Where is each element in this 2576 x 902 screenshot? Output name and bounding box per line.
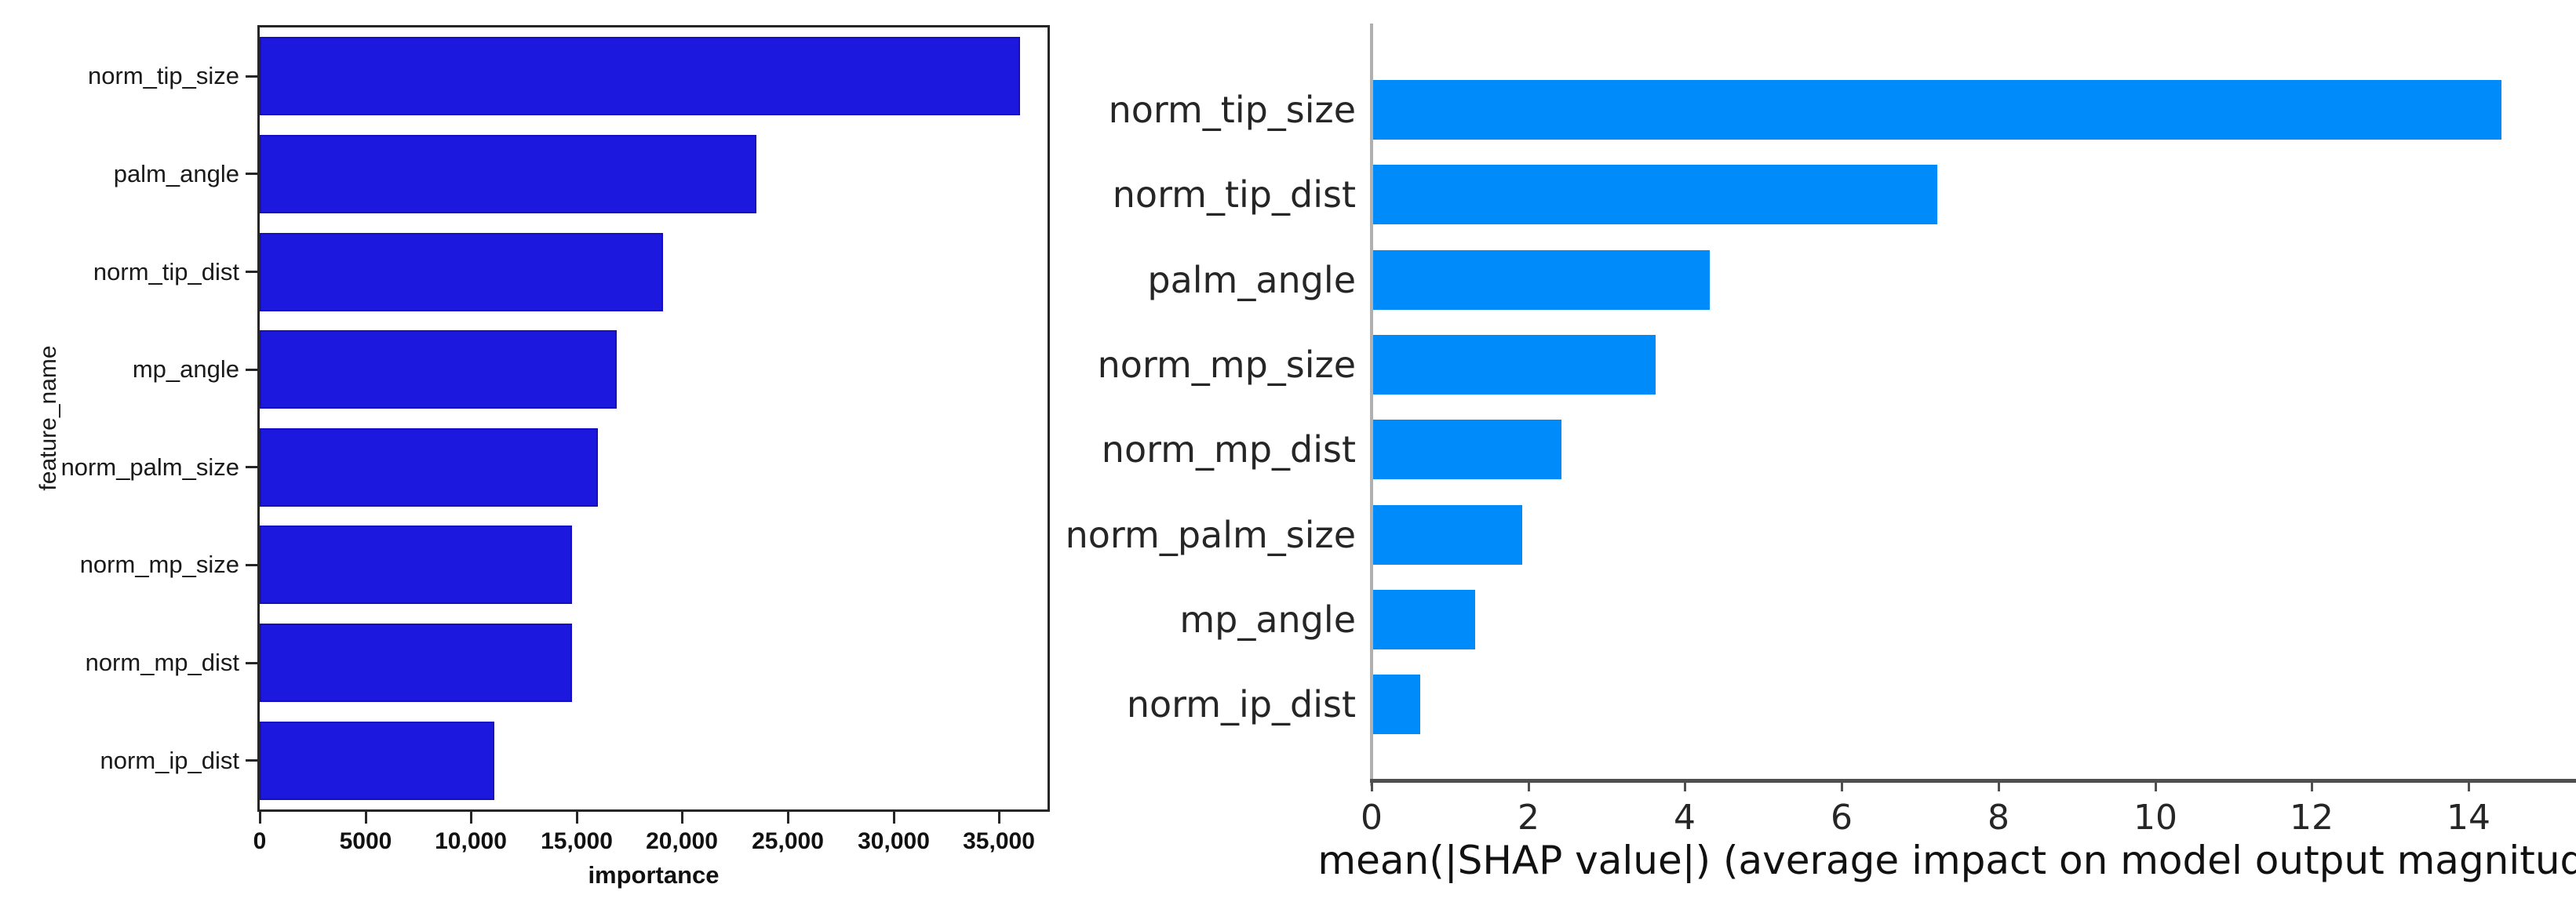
shap-x-tick-label: 8 <box>1988 798 2009 838</box>
importance-x-tick-label: 0 <box>253 828 267 854</box>
shap-y-tick-label: norm_tip_size <box>1108 89 1356 131</box>
shap-y-tick-label: norm_tip_dist <box>1112 173 1356 216</box>
shap-x-tick-label: 14 <box>2447 798 2490 838</box>
importance-x-tick-label: 5000 <box>339 828 392 854</box>
shap-y-tick-label: mp_angle <box>1179 598 1356 641</box>
shap-x-tick-mark <box>2154 779 2157 791</box>
shap-bar-norm_mp_size <box>1373 335 1656 395</box>
importance-x-tick-label: 20,000 <box>646 828 718 854</box>
shap-x-tick-mark <box>1683 779 1686 791</box>
importance-y-tick-label: norm_mp_dist <box>85 649 239 676</box>
importance-x-tick-label: 35,000 <box>963 828 1035 854</box>
shap-bar-norm_mp_dist <box>1373 420 1561 479</box>
shap-x-tick-mark <box>2310 779 2313 791</box>
importance-x-tick-label: 15,000 <box>541 828 613 854</box>
shap-bar-norm_palm_size <box>1373 505 1522 565</box>
shap-x-tick-mark <box>1527 779 1530 791</box>
shap-y-tick-label: norm_mp_size <box>1097 344 1356 386</box>
shap-y-tick-label: norm_mp_dist <box>1101 428 1356 471</box>
importance-x-tick-mark <box>575 812 578 824</box>
shap-x-tick-label: 12 <box>2290 798 2334 838</box>
shap-x-tick-label: 0 <box>1361 798 1383 838</box>
importance-x-tick-mark <box>786 812 789 824</box>
shap-x-tick-mark <box>1840 779 1843 791</box>
shap-bar-norm_tip_dist <box>1373 165 1937 224</box>
importance-y-tick-mark <box>246 466 257 468</box>
importance-x-tick-label: 25,000 <box>752 828 824 854</box>
importance-x-tick-label: 30,000 <box>858 828 930 854</box>
shap-x-axis-spine <box>1370 779 2576 783</box>
shap-y-tick-label: palm_angle <box>1147 259 1356 301</box>
shap-bar-norm_ip_dist <box>1373 675 1420 734</box>
importance-y-tick-mark <box>246 271 257 273</box>
importance-bar-norm_mp_dist <box>260 624 572 703</box>
importance-x-tick-mark <box>469 812 472 824</box>
shap-x-tick-mark <box>1370 779 1373 791</box>
importance-bar-norm_tip_dist <box>260 232 663 311</box>
importance-y-tick-label: norm_palm_size <box>60 453 239 481</box>
shap-y-tick-label: norm_ip_dist <box>1126 683 1356 726</box>
importance-bar-norm_palm_size <box>260 427 598 507</box>
importance-y-tick-label: norm_ip_dist <box>100 747 239 774</box>
shap-bar-norm_tip_size <box>1373 80 2501 140</box>
importance-y-tick-mark <box>246 564 257 566</box>
shap-y-tick-label: norm_palm_size <box>1065 514 1356 556</box>
importance-x-tick-mark <box>680 812 683 824</box>
shap-x-tick-label: 10 <box>2133 798 2177 838</box>
shap-bar-mp_angle <box>1373 590 1475 649</box>
shap-x-axis-title: mean(|SHAP value|) (average impact on mo… <box>1317 838 2576 883</box>
importance-y-tick-mark <box>246 369 257 371</box>
importance-x-tick-mark <box>364 812 367 824</box>
shap-x-tick-label: 2 <box>1518 798 1539 838</box>
importance-bar-norm_mp_size <box>260 526 572 605</box>
shap-x-tick-mark <box>1997 779 2000 791</box>
importance-y-tick-label: norm_mp_size <box>79 551 239 578</box>
importance-y-tick-mark <box>246 759 257 762</box>
shap-x-tick-label: 6 <box>1831 798 1853 838</box>
shap-bar-palm_angle <box>1373 250 1710 310</box>
importance-x-axis-title: importance <box>588 861 720 889</box>
importance-x-tick-mark <box>997 812 1000 824</box>
importance-bar-norm_tip_size <box>260 37 1020 116</box>
importance-y-tick-mark <box>246 75 257 78</box>
importance-x-tick-label: 10,000 <box>435 828 507 854</box>
importance-bar-palm_angle <box>260 134 756 213</box>
importance-x-tick-mark <box>258 812 261 824</box>
importance-bar-mp_angle <box>260 330 617 409</box>
importance-y-tick-label: norm_tip_dist <box>93 258 239 286</box>
importance-y-tick-mark <box>246 662 257 664</box>
shap-y-axis-spine <box>1370 24 1373 786</box>
shap-x-tick-mark <box>2467 779 2470 791</box>
importance-y-tick-mark <box>246 173 257 175</box>
importance-y-tick-label: palm_angle <box>113 160 239 187</box>
importance-plot-area <box>257 25 1050 812</box>
importance-x-tick-mark <box>892 812 895 824</box>
importance-y-tick-label: norm_tip_size <box>88 62 239 89</box>
importance-y-tick-label: mp_angle <box>132 355 239 383</box>
shap-x-tick-label: 4 <box>1674 798 1696 838</box>
importance-bar-norm_ip_dist <box>260 721 494 800</box>
